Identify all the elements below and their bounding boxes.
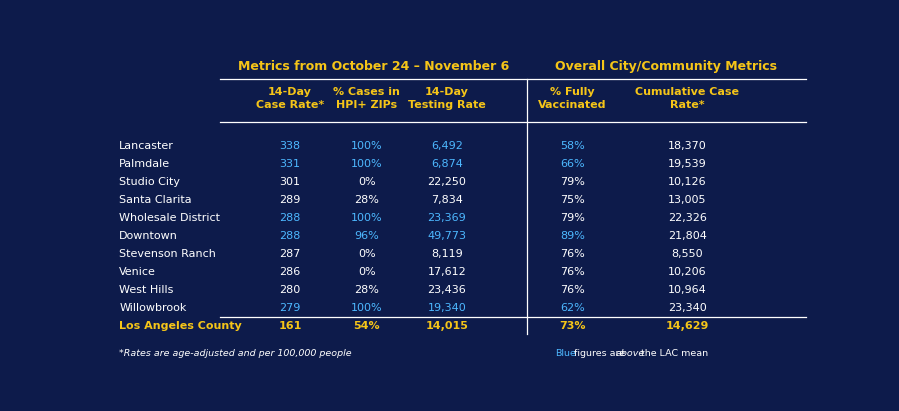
Text: % Cases in
HPI+ ZIPs: % Cases in HPI+ ZIPs <box>334 87 400 110</box>
Text: 28%: 28% <box>354 285 379 295</box>
Text: 79%: 79% <box>560 213 584 223</box>
Text: Studio City: Studio City <box>120 177 181 187</box>
Text: 76%: 76% <box>560 249 584 259</box>
Text: 338: 338 <box>280 141 300 151</box>
Text: Santa Clarita: Santa Clarita <box>120 195 192 205</box>
Text: 280: 280 <box>280 285 300 295</box>
Text: 21,804: 21,804 <box>668 231 707 241</box>
Text: 6,492: 6,492 <box>431 141 463 151</box>
Text: Downtown: Downtown <box>120 231 178 241</box>
Text: Willowbrook: Willowbrook <box>120 303 187 313</box>
Text: 14,629: 14,629 <box>665 321 708 331</box>
Text: 62%: 62% <box>560 303 584 313</box>
Text: 10,126: 10,126 <box>668 177 707 187</box>
Text: 331: 331 <box>280 159 300 169</box>
Text: Blue: Blue <box>555 349 575 358</box>
Text: 287: 287 <box>280 249 301 259</box>
Text: 279: 279 <box>280 303 301 313</box>
Text: 18,370: 18,370 <box>668 141 707 151</box>
Text: 75%: 75% <box>560 195 584 205</box>
Text: 66%: 66% <box>560 159 584 169</box>
Text: Venice: Venice <box>120 267 156 277</box>
Text: 22,326: 22,326 <box>668 213 707 223</box>
Text: Overall City/Community Metrics: Overall City/Community Metrics <box>556 60 778 73</box>
Text: 10,206: 10,206 <box>668 267 707 277</box>
Text: 10,964: 10,964 <box>668 285 707 295</box>
Text: Metrics from October 24 – November 6: Metrics from October 24 – November 6 <box>238 60 509 73</box>
Text: 13,005: 13,005 <box>668 195 707 205</box>
Text: above: above <box>615 349 645 358</box>
Text: 161: 161 <box>279 321 302 331</box>
Text: 7,834: 7,834 <box>431 195 463 205</box>
Text: 286: 286 <box>280 267 300 277</box>
Text: 23,340: 23,340 <box>668 303 707 313</box>
Text: 23,369: 23,369 <box>427 213 467 223</box>
Text: 8,119: 8,119 <box>431 249 463 259</box>
Text: 288: 288 <box>280 231 301 241</box>
Text: Wholesale District: Wholesale District <box>120 213 220 223</box>
Text: 14-Day
Case Rate*: 14-Day Case Rate* <box>256 87 325 110</box>
Text: Palmdale: Palmdale <box>120 159 171 169</box>
Text: 76%: 76% <box>560 267 584 277</box>
Text: 17,612: 17,612 <box>427 267 467 277</box>
Text: 100%: 100% <box>351 213 382 223</box>
Text: 79%: 79% <box>560 177 584 187</box>
Text: 19,340: 19,340 <box>427 303 467 313</box>
Text: 49,773: 49,773 <box>427 231 467 241</box>
Text: 100%: 100% <box>351 141 382 151</box>
Text: 23,436: 23,436 <box>427 285 467 295</box>
Text: 0%: 0% <box>358 249 376 259</box>
Text: 96%: 96% <box>354 231 379 241</box>
Text: 301: 301 <box>280 177 300 187</box>
Text: figures are: figures are <box>571 349 628 358</box>
Text: 73%: 73% <box>559 321 585 331</box>
Text: 19,539: 19,539 <box>668 159 707 169</box>
Text: 76%: 76% <box>560 285 584 295</box>
Text: 28%: 28% <box>354 195 379 205</box>
Text: 6,874: 6,874 <box>431 159 463 169</box>
Text: Stevenson Ranch: Stevenson Ranch <box>120 249 217 259</box>
Text: 14,015: 14,015 <box>425 321 468 331</box>
Text: 100%: 100% <box>351 303 382 313</box>
Text: Cumulative Case
Rate*: Cumulative Case Rate* <box>636 87 739 110</box>
Text: 14-Day
Testing Rate: 14-Day Testing Rate <box>408 87 485 110</box>
Text: % Fully
Vaccinated: % Fully Vaccinated <box>538 87 607 110</box>
Text: 8,550: 8,550 <box>672 249 703 259</box>
Text: 100%: 100% <box>351 159 382 169</box>
Text: 0%: 0% <box>358 267 376 277</box>
Text: Lancaster: Lancaster <box>120 141 174 151</box>
Text: 289: 289 <box>280 195 301 205</box>
Text: 89%: 89% <box>560 231 584 241</box>
Text: 22,250: 22,250 <box>427 177 467 187</box>
Text: 0%: 0% <box>358 177 376 187</box>
Text: 58%: 58% <box>560 141 584 151</box>
Text: 54%: 54% <box>353 321 380 331</box>
Text: West Hills: West Hills <box>120 285 174 295</box>
Text: Los Angeles County: Los Angeles County <box>120 321 242 331</box>
Text: 288: 288 <box>280 213 301 223</box>
Text: the LAC mean: the LAC mean <box>638 349 708 358</box>
Text: *Rates are age-adjusted and per 100,000 people: *Rates are age-adjusted and per 100,000 … <box>120 349 352 358</box>
